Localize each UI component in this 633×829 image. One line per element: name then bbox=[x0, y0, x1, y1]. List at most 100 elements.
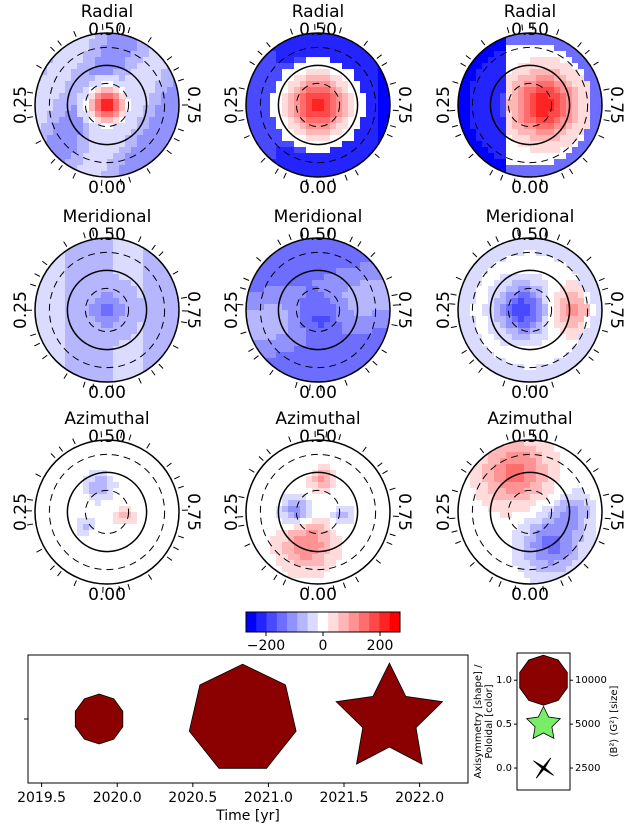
map-cell bbox=[518, 340, 525, 347]
map-cell bbox=[41, 286, 48, 293]
map-cell bbox=[506, 298, 513, 305]
map-cell bbox=[95, 500, 102, 507]
map-cell bbox=[282, 45, 289, 52]
map-cell bbox=[173, 105, 179, 112]
map-cell bbox=[77, 268, 84, 275]
map-cell bbox=[95, 310, 102, 317]
map-cell bbox=[500, 99, 507, 106]
map-cell bbox=[155, 506, 162, 513]
map-cell bbox=[107, 524, 114, 531]
map-cell bbox=[342, 256, 349, 263]
map-cell bbox=[95, 123, 102, 130]
map-cell bbox=[554, 123, 561, 130]
map-cell bbox=[530, 452, 537, 459]
map-cell bbox=[470, 494, 477, 501]
map-cell bbox=[65, 81, 72, 88]
map-cell bbox=[336, 153, 343, 160]
map-cell bbox=[294, 566, 301, 573]
map-cell bbox=[324, 99, 331, 106]
map-cell bbox=[530, 334, 537, 341]
map-cell bbox=[149, 123, 156, 130]
map-cell bbox=[149, 464, 156, 471]
map-cell bbox=[542, 45, 549, 52]
map-cell bbox=[318, 512, 325, 519]
map-cell bbox=[270, 554, 277, 561]
map-cell bbox=[246, 87, 253, 94]
map-cell bbox=[354, 482, 361, 489]
map-cell bbox=[324, 536, 331, 543]
map-cell bbox=[500, 352, 507, 359]
map-cell bbox=[77, 548, 84, 555]
map-cell bbox=[306, 458, 313, 465]
map-cell bbox=[342, 129, 349, 136]
map-cell bbox=[506, 99, 513, 106]
map-cell bbox=[53, 512, 60, 519]
map-ring-dashed bbox=[48, 453, 166, 571]
map-cell bbox=[488, 352, 495, 359]
map-cell bbox=[330, 123, 337, 130]
map-cell bbox=[542, 244, 549, 251]
map-cell bbox=[113, 292, 120, 299]
map-cell bbox=[95, 147, 102, 154]
map-cell bbox=[476, 123, 483, 130]
map-cell bbox=[336, 63, 343, 70]
map-cell bbox=[276, 135, 283, 142]
phase-tick bbox=[36, 548, 43, 553]
map-cell bbox=[119, 512, 126, 519]
map-cell bbox=[590, 69, 597, 76]
map-cell bbox=[270, 518, 277, 525]
map-cell bbox=[518, 530, 525, 537]
map-cell bbox=[530, 250, 537, 257]
map-cell bbox=[113, 274, 120, 281]
map-cell bbox=[107, 165, 114, 172]
map-cell bbox=[83, 117, 90, 124]
map-cell bbox=[95, 542, 102, 549]
map-cell bbox=[536, 500, 543, 507]
map-cell bbox=[276, 250, 283, 257]
map-cell bbox=[312, 542, 319, 549]
map-cell bbox=[518, 334, 525, 341]
map-cell bbox=[264, 268, 271, 275]
map-cell bbox=[360, 458, 367, 465]
map-cell bbox=[470, 117, 477, 124]
map-cell bbox=[560, 244, 567, 251]
map-cell bbox=[464, 274, 471, 281]
map-cell bbox=[59, 304, 66, 311]
map-cell bbox=[300, 358, 307, 365]
map-cell bbox=[554, 334, 561, 341]
map-cell bbox=[584, 111, 591, 118]
map-cell bbox=[530, 352, 537, 359]
map-cell bbox=[294, 334, 301, 341]
map-cell bbox=[270, 141, 277, 148]
map-cell bbox=[572, 304, 579, 311]
map-cell bbox=[554, 87, 561, 94]
map-border bbox=[245, 439, 391, 585]
map-cell bbox=[482, 129, 489, 136]
map-cell bbox=[584, 548, 591, 555]
map-cell bbox=[276, 476, 283, 483]
map-cell bbox=[137, 262, 144, 269]
map-cell bbox=[360, 111, 367, 118]
map-cell bbox=[324, 482, 331, 489]
map-cell bbox=[119, 57, 126, 64]
map-cell bbox=[137, 476, 144, 483]
map-cell bbox=[578, 364, 585, 371]
map-cell bbox=[488, 542, 495, 549]
map-cell bbox=[113, 560, 120, 567]
map-cell bbox=[366, 304, 373, 311]
map-cell bbox=[143, 470, 150, 477]
map-cell bbox=[318, 458, 325, 465]
phase-tick bbox=[451, 124, 458, 128]
map-cell bbox=[512, 334, 519, 341]
map-cell bbox=[366, 75, 373, 82]
map-cell bbox=[342, 322, 349, 329]
map-cell bbox=[476, 536, 483, 543]
map-cell bbox=[372, 117, 379, 124]
map-cell bbox=[143, 340, 150, 347]
map-cell bbox=[494, 500, 501, 507]
map-cell bbox=[137, 512, 144, 519]
map-cell bbox=[464, 123, 471, 130]
map-cell bbox=[276, 75, 283, 82]
phase-tick bbox=[138, 236, 142, 243]
map-cell bbox=[282, 506, 289, 513]
